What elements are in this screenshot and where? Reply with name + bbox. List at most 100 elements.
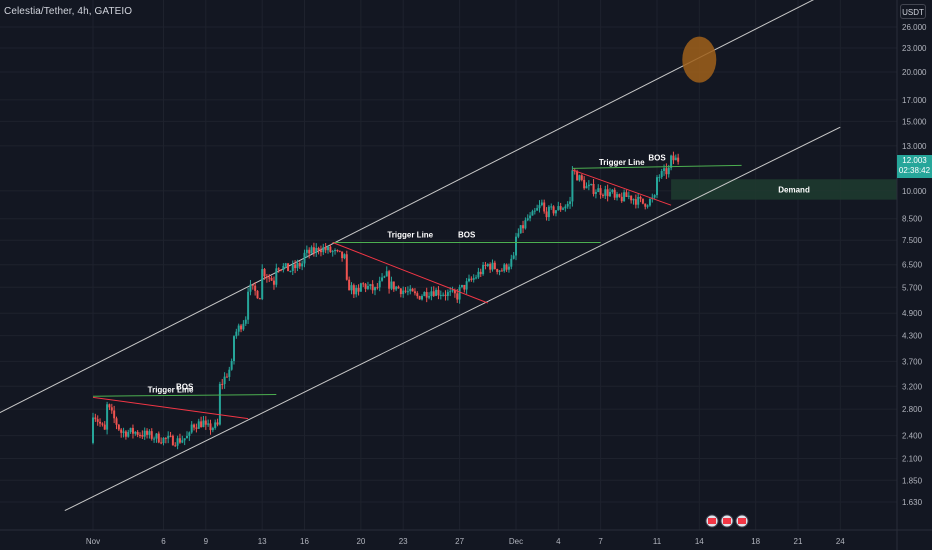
channel-lower-line[interactable] — [64, 126, 841, 512]
candle-body — [500, 270, 503, 272]
y-tick-label: 4.900 — [902, 309, 923, 318]
event-flag-icon[interactable] — [705, 514, 719, 528]
candle-body — [310, 247, 313, 254]
candle-body — [317, 247, 320, 251]
event-flag-icon[interactable] — [735, 514, 749, 528]
trigger-line[interactable] — [92, 396, 249, 420]
candle-body — [385, 271, 388, 277]
candle-body — [263, 269, 266, 277]
candle-body — [498, 270, 501, 272]
candle-body — [564, 206, 567, 209]
candle-body — [181, 440, 184, 443]
candle-body — [437, 289, 440, 296]
candle-body — [451, 290, 454, 292]
candle-body — [392, 281, 395, 290]
candle-body — [334, 250, 337, 252]
candle-body — [524, 220, 527, 229]
candle-body — [143, 430, 146, 437]
y-tick-label: 7.500 — [902, 236, 923, 245]
candle-body — [637, 196, 640, 205]
target-circle[interactable] — [682, 36, 717, 83]
candle-body — [585, 186, 588, 189]
candle-body — [350, 285, 353, 291]
candle-body — [413, 291, 416, 294]
candle-body — [315, 247, 318, 253]
x-tick-label: 18 — [751, 537, 760, 546]
candle-body — [472, 278, 475, 280]
candle-body — [526, 218, 529, 221]
trigger-line[interactable] — [332, 242, 488, 304]
candle-body — [554, 210, 557, 214]
candle-body — [552, 206, 555, 214]
candle-body — [249, 284, 252, 292]
candle-body — [667, 167, 670, 175]
candle-body — [477, 271, 480, 278]
candle-body — [294, 264, 297, 269]
y-tick-label: 3.700 — [902, 357, 923, 366]
candle-body — [277, 268, 280, 270]
trigger-line[interactable] — [572, 169, 672, 206]
bos-line[interactable] — [92, 394, 277, 397]
candle-body — [247, 291, 250, 320]
candle-body — [604, 189, 607, 196]
bos-label: BOS — [176, 383, 194, 392]
candle-body — [590, 183, 593, 185]
candle-body — [634, 199, 637, 205]
candle-body — [620, 196, 623, 202]
candle-body — [470, 278, 473, 280]
demand-zone-label: Demand — [778, 185, 810, 194]
candle-body — [298, 263, 301, 267]
candle-body — [531, 211, 534, 216]
candle-body — [547, 206, 550, 218]
demand-zone[interactable] — [671, 179, 897, 200]
x-tick-label: 11 — [653, 537, 662, 546]
candle-body — [169, 435, 172, 437]
y-tick-label: 20.000 — [902, 68, 927, 77]
candle-body — [141, 434, 144, 437]
candle-body — [677, 157, 680, 162]
candle-body — [672, 155, 675, 161]
candle-body — [265, 276, 268, 278]
candle-body — [493, 262, 496, 270]
candle-body — [456, 293, 459, 300]
candle-body — [587, 184, 590, 187]
candle-body — [308, 249, 311, 254]
candle-body — [597, 188, 600, 193]
candle-body — [648, 199, 651, 206]
candle-body — [357, 287, 360, 292]
candle-body — [594, 192, 597, 194]
candle-body — [230, 361, 233, 370]
candle-body — [103, 424, 106, 430]
last-price-value: 12.003 — [902, 156, 927, 165]
candle-body — [536, 208, 539, 211]
y-tick-label: 2.400 — [902, 432, 923, 441]
event-flag-icon[interactable] — [720, 514, 734, 528]
candle-body — [463, 284, 466, 290]
x-tick-label: 4 — [556, 537, 561, 546]
candle-body — [519, 225, 522, 234]
x-tick-label: Nov — [86, 537, 100, 546]
candle-body — [157, 433, 160, 443]
candle-body — [200, 421, 203, 428]
candle-body — [578, 175, 581, 181]
candle-body — [460, 284, 463, 288]
candle-body — [183, 438, 186, 441]
candle-body — [348, 279, 351, 291]
candle-body — [611, 189, 614, 192]
bos-label: BOS — [458, 231, 476, 240]
candle-body — [616, 194, 619, 198]
candle-body — [338, 250, 341, 252]
candle-body — [322, 247, 325, 253]
candle-body — [204, 420, 207, 425]
candle-body — [609, 191, 611, 197]
flag-icon — [738, 518, 746, 524]
bos-line[interactable] — [572, 164, 742, 169]
candle-body — [557, 206, 560, 211]
candle-body — [538, 205, 541, 209]
currency-selector[interactable]: USDT — [900, 4, 926, 19]
candle-body — [566, 203, 569, 207]
candle-body — [665, 168, 668, 175]
candle-body — [352, 285, 355, 295]
